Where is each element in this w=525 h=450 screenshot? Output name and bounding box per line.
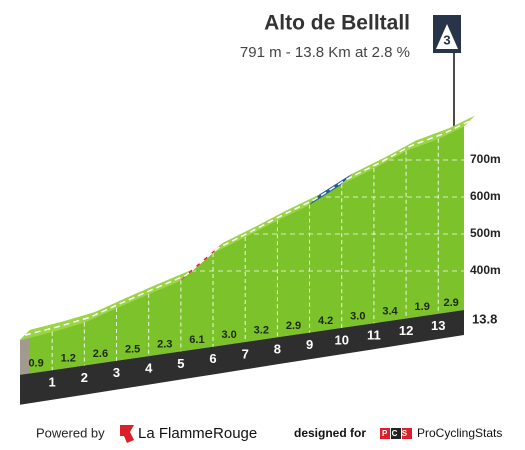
chart-title: Alto de Belltall <box>264 12 410 35</box>
y-tick-label: 500m <box>470 226 501 240</box>
chart-subtitle: 791 m - 13.8 Km at 2.8 % <box>240 44 410 61</box>
gradient-label: 3.4 <box>382 306 398 318</box>
distance-label: 13.8 <box>472 311 497 326</box>
pcs-box <box>402 428 412 439</box>
km-label: 1 <box>49 375 56 390</box>
profile-face <box>20 126 464 375</box>
km-label: 12 <box>399 323 413 338</box>
badge-triangle <box>436 24 458 49</box>
km-label: 8 <box>274 342 281 357</box>
base-strip <box>20 310 464 405</box>
center-line <box>24 120 470 336</box>
km-label: 4 <box>145 360 153 375</box>
y-tick-label: 700m <box>470 152 501 166</box>
km-label: 6 <box>209 351 216 366</box>
gradient-label: 3.0 <box>221 329 236 341</box>
brand: La FlammeRouge <box>138 425 257 442</box>
gradient-label: 6.1 <box>189 334 204 346</box>
gradient-label: 3.2 <box>254 325 269 337</box>
y-tick-label: 400m <box>470 263 501 277</box>
pcs-logo: PCS <box>382 429 411 438</box>
gradient-label: 2.9 <box>443 297 458 309</box>
y-tick-label: 600m <box>470 189 501 203</box>
gradient-label: 2.3 <box>157 339 172 351</box>
km-label: 3 <box>113 365 120 380</box>
km-label: 10 <box>335 332 349 347</box>
gradient-label: 2.9 <box>286 320 301 332</box>
km-label: 2 <box>81 370 88 385</box>
brand-icon <box>120 425 134 443</box>
km-label: 11 <box>367 328 381 343</box>
pcs-box <box>391 428 401 439</box>
gradient-label: 3.0 <box>350 310 365 322</box>
gradient-label: 4.2 <box>318 315 333 327</box>
km-label: 7 <box>242 346 249 361</box>
powered-by: Powered by <box>36 425 105 440</box>
pcs-box <box>380 428 390 439</box>
category-label: 3 <box>443 32 450 47</box>
gradient-label: 2.6 <box>93 348 108 360</box>
site-name: ProCyclingStats <box>417 426 502 440</box>
km-label: 5 <box>177 356 184 371</box>
km-label: 13 <box>431 318 445 333</box>
gradient-label: 0.9 <box>28 357 43 369</box>
km-label: 9 <box>306 337 313 352</box>
footer: Powered by La FlammeRouge designed for P… <box>36 425 502 443</box>
gradient-label: 2.5 <box>125 343 140 355</box>
gradient-label: 1.2 <box>61 353 76 365</box>
gradient-label: 1.9 <box>415 301 430 313</box>
designed-for: designed for <box>294 426 366 440</box>
